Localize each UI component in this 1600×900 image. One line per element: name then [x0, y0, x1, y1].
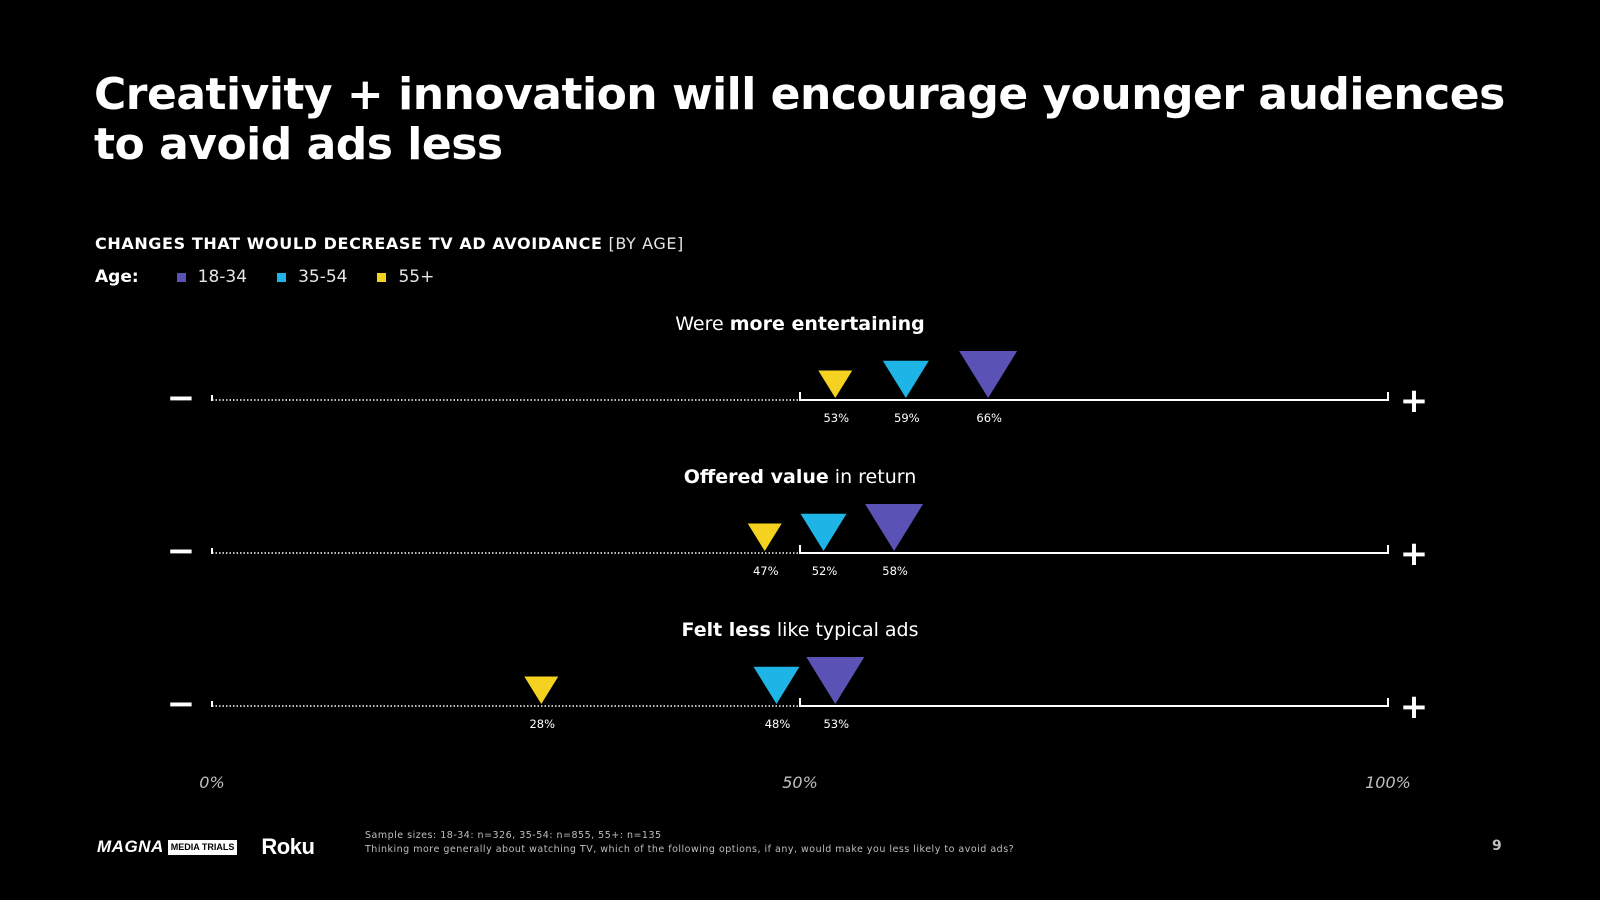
row-label-3: Felt less like typical ads [681, 619, 918, 641]
marker-triangle-35-54 [882, 360, 929, 398]
value-label-18-34: 58% [882, 564, 908, 578]
sample-sizes-note: Sample sizes: 18-34: n=326, 35-54: n=855… [365, 830, 662, 841]
footer-logos: MAGNA MEDIA TRIALS Roku [97, 834, 315, 860]
scale-plus-icon: + [1400, 534, 1429, 574]
marker-triangle-18-34 [959, 351, 1018, 398]
value-label-55-plus: 53% [823, 411, 849, 425]
legend-label-18-34: 18-34 [197, 267, 248, 287]
legend-item-35-54: 35-54 [277, 267, 347, 287]
page-number: 9 [1492, 838, 1502, 854]
media-trials-logo: MEDIA TRIALS [167, 839, 238, 855]
marker-triangle-18-34 [865, 504, 924, 551]
legend-swatch-18-34 [176, 272, 186, 282]
chart-legend: Age: 18-34 35-54 55+ [95, 267, 464, 287]
value-label-35-54: 52% [812, 564, 838, 578]
value-label-18-34: 66% [976, 411, 1002, 425]
value-label-18-34: 53% [823, 717, 849, 731]
legend-label-35-54: 35-54 [298, 267, 348, 287]
ad-avoidance-chart: Were more entertaining − +66% 59% 53% Offered… [167, 313, 1429, 792]
scale-minus-icon: − [167, 531, 196, 571]
x-tick-label: 100% [1365, 773, 1411, 792]
chart-subtitle-qualifier: [BY AGE] [608, 234, 684, 253]
roku-logo: Roku [261, 834, 315, 859]
legend-item-55-plus: 55+ [377, 267, 434, 287]
value-label-55-plus: 28% [529, 717, 555, 731]
row-label-part: more entertaining [730, 313, 925, 335]
marker-triangle-35-54 [753, 666, 800, 704]
legend-item-18-34: 18-34 [176, 267, 248, 287]
row-label-part: like typical ads [771, 619, 919, 641]
row-label-2: Offered value in return [684, 466, 917, 488]
x-tick-label: 0% [199, 773, 224, 792]
magna-logo: MAGNA [97, 837, 164, 856]
footnote: Sample sizes: 18-34: n=326, 35-54: n=855… [365, 829, 1014, 857]
marker-triangle-55-plus [747, 523, 782, 551]
scale-minus-icon: − [167, 684, 196, 724]
legend-swatch-35-54 [277, 272, 287, 282]
row-label-part: in return [829, 466, 917, 488]
value-label-35-54: 59% [894, 411, 920, 425]
value-label-55-plus: 47% [753, 564, 779, 578]
legend-swatch-55-plus [377, 272, 387, 282]
chart-subtitle-main: CHANGES THAT WOULD DECREASE TV AD AVOIDA… [95, 234, 603, 253]
survey-question-note: Thinking more generally about watching T… [365, 844, 1015, 855]
chart-subtitle: CHANGES THAT WOULD DECREASE TV AD AVOIDA… [95, 234, 684, 253]
scale-plus-icon: + [1400, 687, 1429, 727]
row-label-part: Offered value [684, 466, 829, 488]
row-label-1: Were more entertaining [675, 313, 925, 335]
row-label-part: Felt less [681, 619, 770, 641]
legend-label-55-plus: 55+ [398, 267, 435, 287]
marker-triangle-35-54 [800, 513, 847, 551]
marker-triangle-55-plus [524, 676, 559, 704]
value-label-35-54: 48% [765, 717, 791, 731]
marker-triangle-55-plus [818, 370, 853, 398]
marker-triangle-18-34 [806, 657, 865, 704]
x-tick-label: 50% [782, 773, 818, 792]
slide-title: Creativity + innovation will encourage y… [94, 69, 1505, 170]
scale-plus-icon: + [1400, 381, 1429, 421]
scale-minus-icon: − [167, 378, 196, 418]
legend-title: Age: [95, 267, 139, 287]
row-label-part: Were [675, 313, 730, 335]
